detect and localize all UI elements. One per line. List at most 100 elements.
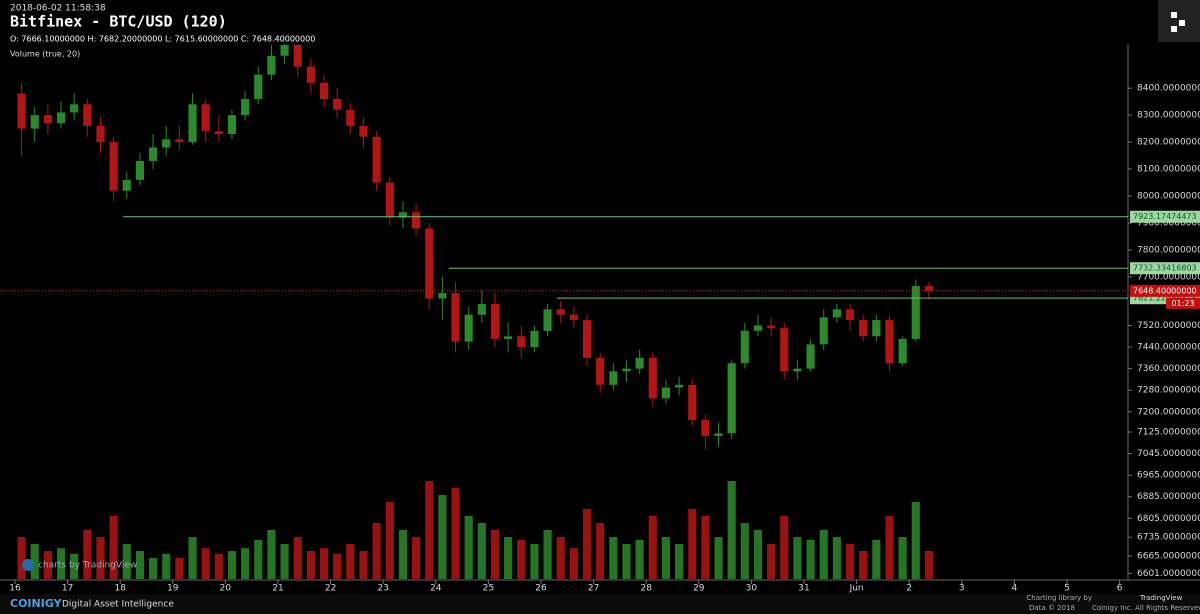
volume-bar [56, 548, 66, 579]
volume-bar [96, 537, 105, 579]
volume-legend: Volume (true, 20) [10, 50, 80, 59]
volume-bar [70, 553, 79, 579]
candle-body [214, 131, 223, 134]
footer-credit-brand: TradingView [1139, 594, 1183, 602]
candle-body [306, 66, 315, 83]
volume-bar [451, 488, 460, 579]
volume-bar [411, 537, 421, 579]
x-tick-label: 29 [693, 584, 705, 594]
footer-rights: Coinigy Inc. All Rights Reserved [1092, 604, 1200, 612]
volume-bar [701, 516, 710, 579]
volume-bar [175, 558, 184, 579]
candle-body [767, 325, 776, 329]
volume-bar [714, 537, 723, 579]
candle-body [319, 82, 329, 99]
volume-bar [635, 539, 644, 579]
candle-body [530, 330, 539, 348]
volume-bar [885, 516, 894, 579]
candle-body [411, 212, 421, 229]
plot-area [17, 44, 934, 579]
candle-body [372, 136, 381, 183]
x-tick-label: 4 [1012, 584, 1018, 594]
volume-bar [148, 558, 158, 579]
volume-bar [661, 537, 671, 579]
volume-bar [43, 551, 52, 579]
volume-bar [924, 551, 934, 579]
volume-bar [543, 530, 552, 579]
candle-body [17, 93, 26, 129]
x-tick-label: 23 [377, 584, 388, 594]
x-tick-label: 3 [959, 584, 965, 594]
volume-bar [30, 544, 39, 579]
candle-body [898, 338, 907, 364]
volume-bar [425, 481, 434, 579]
candle-body [70, 104, 79, 113]
candle-body [596, 357, 605, 385]
candle-body [227, 115, 237, 134]
volume-bar [898, 537, 907, 579]
volume-bar [477, 523, 486, 579]
volume-bar [241, 548, 250, 579]
candle-body [714, 433, 723, 437]
volume-bar [464, 516, 473, 579]
volume-bar [385, 502, 394, 579]
candle-body [885, 320, 894, 364]
volume-bar [346, 544, 355, 579]
footer-copyright: Data © 2018 [1029, 604, 1075, 612]
volume-bar [872, 539, 881, 579]
level-tag [1130, 262, 1200, 275]
logo-mark [1171, 26, 1177, 32]
candle-body [30, 115, 39, 129]
last-price-label: 7648.40000000 [1133, 286, 1197, 295]
volume-bar [911, 502, 920, 579]
logo-box[interactable] [1158, 0, 1200, 42]
volume-bar [845, 544, 855, 579]
candle-body [688, 384, 697, 420]
volume-bar [122, 544, 131, 579]
volume-bar [674, 544, 684, 579]
volume-bar [504, 537, 513, 579]
candle-body [701, 419, 710, 437]
volume-bar [254, 539, 263, 579]
x-tick-label: 2 [906, 584, 912, 594]
candle-body [740, 330, 749, 364]
candle-body [517, 336, 526, 348]
logo-mark [1171, 12, 1177, 18]
volume-bar [530, 544, 539, 579]
candle-body [162, 139, 171, 148]
timestamp: 2018-06-02 11:58:38 [10, 4, 106, 14]
x-tick-label: 16 [9, 584, 21, 594]
volume-bar [359, 551, 368, 579]
volume-bar [188, 537, 197, 579]
volume-bar [280, 544, 289, 579]
x-tick-label: 24 [430, 584, 442, 594]
volume-bar [372, 523, 381, 579]
candle-body [188, 104, 197, 143]
countdown-tag [1166, 297, 1200, 309]
candle-body [464, 314, 473, 342]
volume-bar [135, 551, 145, 579]
x-tick-label: 19 [167, 584, 179, 594]
candle-body [648, 357, 657, 399]
candle-body [122, 179, 131, 191]
volume-bar [859, 551, 868, 579]
candle-body [201, 104, 210, 132]
x-tick-label: 25 [483, 584, 494, 594]
candle-body [556, 309, 565, 315]
candle-body [674, 384, 684, 388]
volume-bar [727, 481, 736, 579]
candle-body [661, 387, 671, 399]
x-tick-label: 22 [325, 584, 336, 594]
volume-bar [490, 530, 500, 579]
volume-bar [688, 509, 697, 579]
